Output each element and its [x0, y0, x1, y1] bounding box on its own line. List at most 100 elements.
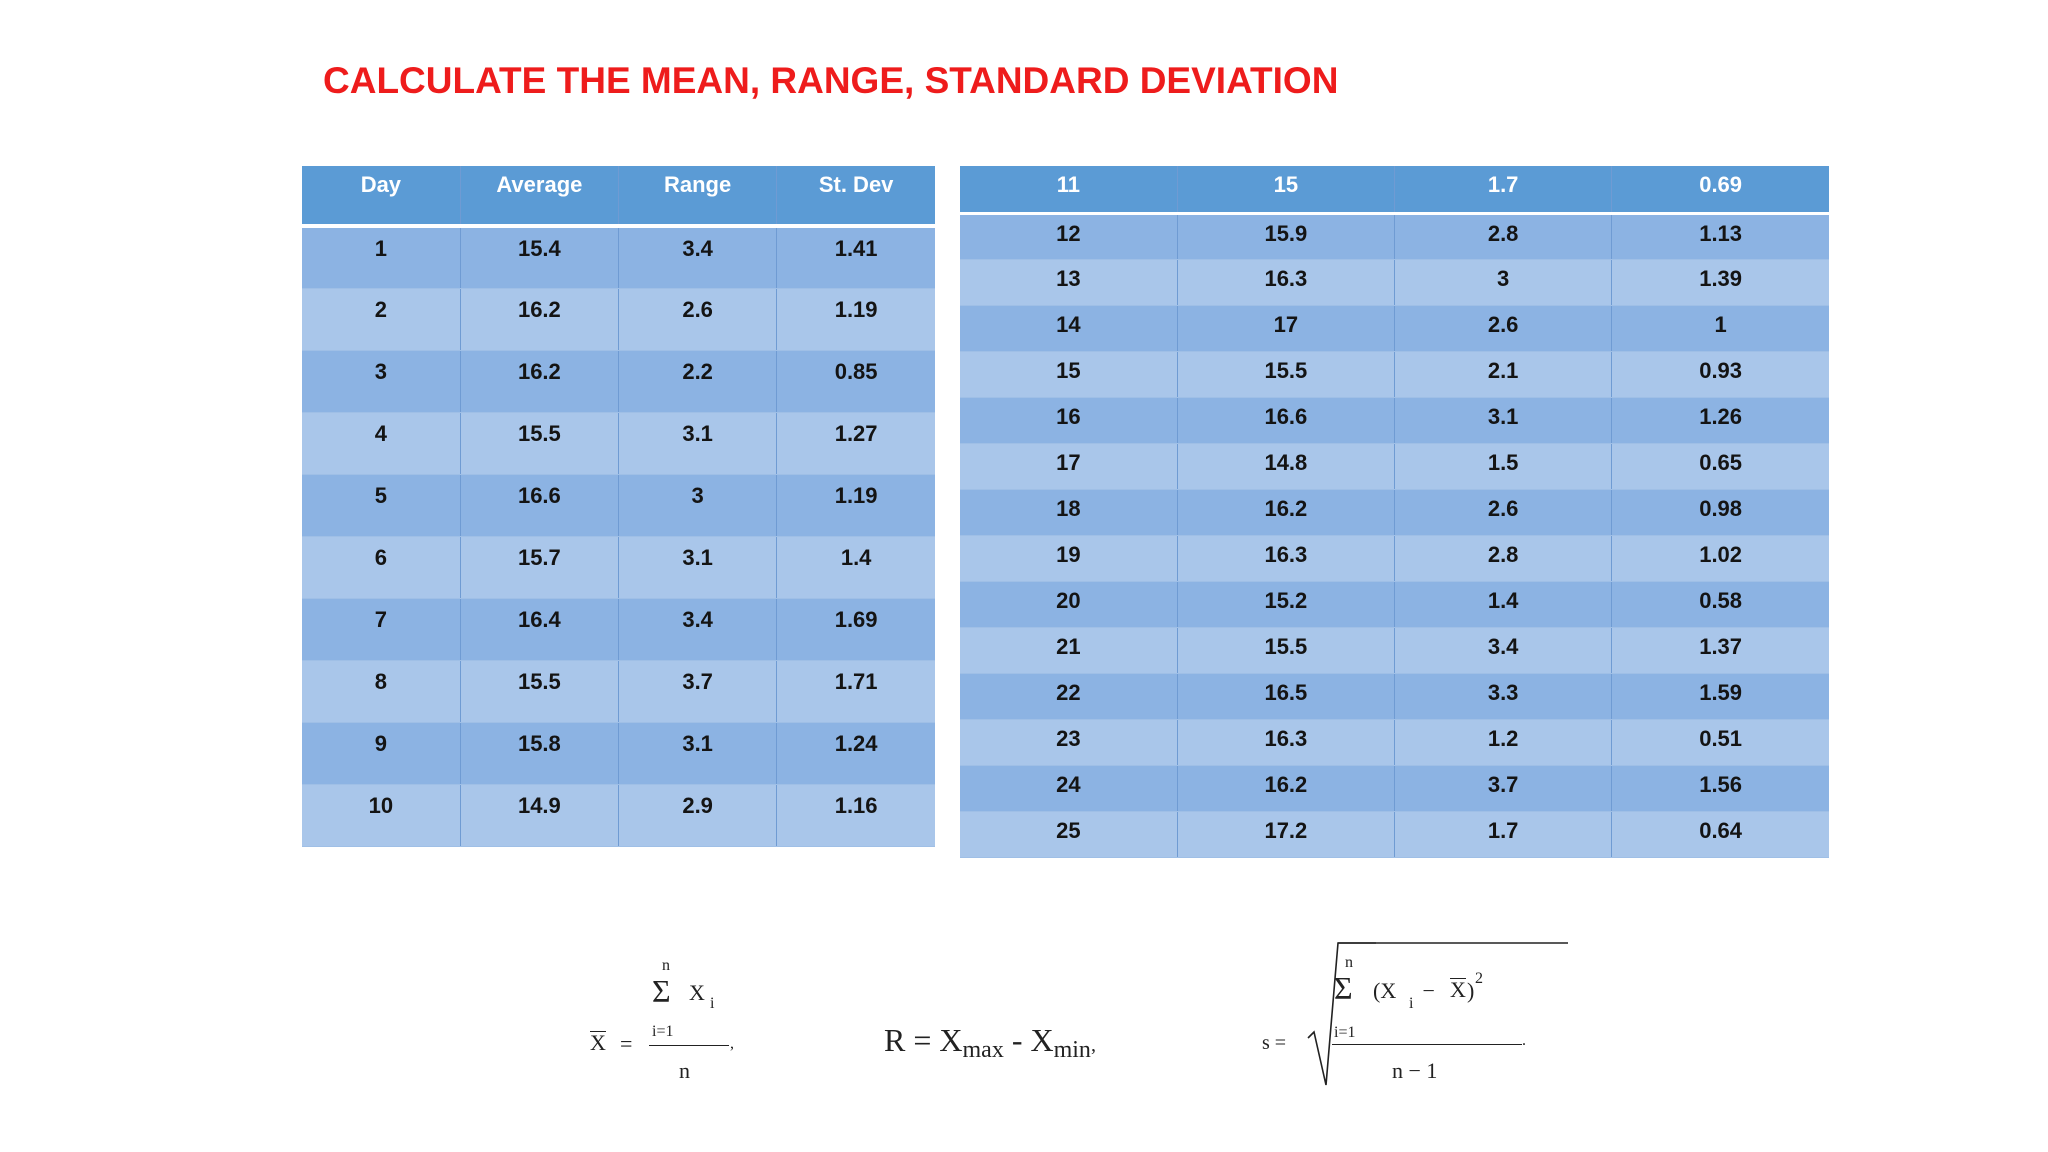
- table-cell: 1.16: [776, 784, 935, 847]
- table-cell: 1.5: [1394, 443, 1613, 490]
- table-cell: 18: [960, 489, 1178, 536]
- std-xbar: X: [1450, 977, 1466, 1002]
- table-cell: 15.2: [1177, 581, 1396, 628]
- table-cell: 19: [960, 535, 1178, 582]
- mean-term-subscript: i: [710, 995, 715, 1012]
- table-cell: 24: [960, 765, 1178, 812]
- square-root-icon: [1307, 942, 1376, 1086]
- mean-sigma: Σ: [652, 973, 671, 1009]
- table-cell: 16.6: [1177, 397, 1396, 444]
- table-row: 23 16.3 1.2 0.51: [960, 719, 1829, 766]
- table-row: 12 15.9 2.8 1.13: [960, 213, 1829, 260]
- table-cell: 16.2: [1177, 765, 1396, 812]
- table-cell: 15.9: [1177, 213, 1396, 260]
- table-cell: 0.65: [1611, 443, 1829, 490]
- std-power: 2: [1475, 970, 1483, 987]
- std-lower-limit: i=1: [1334, 1024, 1356, 1041]
- range-formula: R = Xmax - Xmin,: [884, 1022, 1134, 1072]
- table-cell: 25: [960, 811, 1178, 858]
- std-formula: s = n Σ (X i − X ) 2 i=1 . n − 1: [1260, 940, 1568, 1090]
- table-cell: 1: [1611, 305, 1829, 352]
- table-cell: 2.8: [1394, 213, 1613, 260]
- std-close: ): [1467, 978, 1475, 1003]
- table-row: 5 16.6 3 1.19: [302, 474, 935, 537]
- table-cell: 15.5: [460, 660, 620, 723]
- table-row: 21 15.5 3.4 1.37: [960, 627, 1829, 674]
- table-cell: 1: [302, 226, 461, 289]
- right-header-cell: 0.69: [1611, 166, 1829, 215]
- mean-lower-limit: i=1: [652, 1023, 674, 1040]
- table-row: 25 17.2 1.7 0.64: [960, 811, 1829, 858]
- table-cell: 5: [302, 474, 461, 537]
- std-fraction-bar: [1332, 1044, 1522, 1045]
- range-minus: - X: [1003, 1022, 1054, 1058]
- table-cell: 1.37: [1611, 627, 1829, 674]
- table-cell: 8: [302, 660, 461, 723]
- header-st-dev: St. Dev: [776, 166, 935, 228]
- table-cell: 2.6: [1394, 305, 1613, 352]
- table-cell: 2.6: [1394, 489, 1613, 536]
- table-cell: 4: [302, 412, 461, 475]
- range-comma: ,: [1090, 1034, 1096, 1056]
- table-cell: 2.2: [618, 350, 778, 413]
- table-cell: 0.85: [776, 350, 935, 413]
- table-cell: 1.27: [776, 412, 935, 475]
- table-cell: 16.2: [460, 350, 620, 413]
- table-row: 3 16.2 2.2 0.85: [302, 350, 935, 413]
- square-root-top-bar: [1338, 942, 1568, 944]
- table-row: 1 15.4 3.4 1.41: [302, 226, 935, 289]
- table-cell: 2.6: [618, 288, 778, 351]
- slide-title: CALCULATE THE MEAN, RANGE, STANDARD DEVI…: [323, 60, 1339, 101]
- header-range: Range: [618, 166, 778, 228]
- table-cell: 3: [302, 350, 461, 413]
- table-cell: 15.5: [1177, 351, 1396, 398]
- table-cell: 1.56: [1611, 765, 1829, 812]
- mean-comma: ,: [730, 1035, 734, 1052]
- table-cell: 14.8: [1177, 443, 1396, 490]
- table-cell: 9: [302, 722, 461, 785]
- table-cell: 2.9: [618, 784, 778, 847]
- table-cell: 17: [960, 443, 1178, 490]
- table-cell: 1.71: [776, 660, 935, 723]
- mean-equals: =: [620, 1031, 633, 1056]
- table-row: 16 16.6 3.1 1.26: [960, 397, 1829, 444]
- right-header-cell: 11: [960, 166, 1178, 215]
- table-cell: 13: [960, 259, 1178, 306]
- table-row: 9 15.8 3.1 1.24: [302, 722, 935, 785]
- table-row: 19 16.3 2.8 1.02: [960, 535, 1829, 582]
- table-cell: 15.5: [1177, 627, 1396, 674]
- table-row: 7 16.4 3.4 1.69: [302, 598, 935, 661]
- table-cell: 15.8: [460, 722, 620, 785]
- std-term-subscript: i: [1409, 995, 1414, 1012]
- table-cell: 16.2: [1177, 489, 1396, 536]
- table-cell: 23: [960, 719, 1178, 766]
- table-cell: 3.4: [1394, 627, 1613, 674]
- table-row: 14 17 2.6 1: [960, 305, 1829, 352]
- right-table-header-row: 11 15 1.7 0.69: [960, 166, 1829, 215]
- table-cell: 2.8: [1394, 535, 1613, 582]
- table-cell: 1.19: [776, 288, 935, 351]
- table-cell: 21: [960, 627, 1178, 674]
- table-row: 17 14.8 1.5 0.65: [960, 443, 1829, 490]
- left-table-header-row: Day Average Range St. Dev: [302, 166, 935, 228]
- table-row: 18 16.2 2.6 0.98: [960, 489, 1829, 536]
- table-cell: 0.58: [1611, 581, 1829, 628]
- table-cell: 14: [960, 305, 1178, 352]
- right-data-table: 11 15 1.7 0.69 12 15.9 2.8 1.13 13 16.3 3 1.39 1…: [960, 166, 1829, 858]
- std-period: .: [1522, 1032, 1526, 1049]
- std-minus: −: [1417, 978, 1441, 1003]
- table-cell: 15: [960, 351, 1178, 398]
- table-cell: 2.1: [1394, 351, 1613, 398]
- table-row: 2 16.2 2.6 1.19: [302, 288, 935, 351]
- table-cell: 1.26: [1611, 397, 1829, 444]
- table-cell: 16.2: [460, 288, 620, 351]
- header-day: Day: [302, 166, 461, 228]
- range-max-subscript: max: [962, 1037, 1004, 1063]
- right-header-cell: 1.7: [1394, 166, 1613, 215]
- table-cell: 1.39: [1611, 259, 1829, 306]
- table-row: 8 15.5 3.7 1.71: [302, 660, 935, 723]
- table-cell: 1.2: [1394, 719, 1613, 766]
- table-cell: 16: [960, 397, 1178, 444]
- table-row: 4 15.5 3.1 1.27: [302, 412, 935, 475]
- table-cell: 1.13: [1611, 213, 1829, 260]
